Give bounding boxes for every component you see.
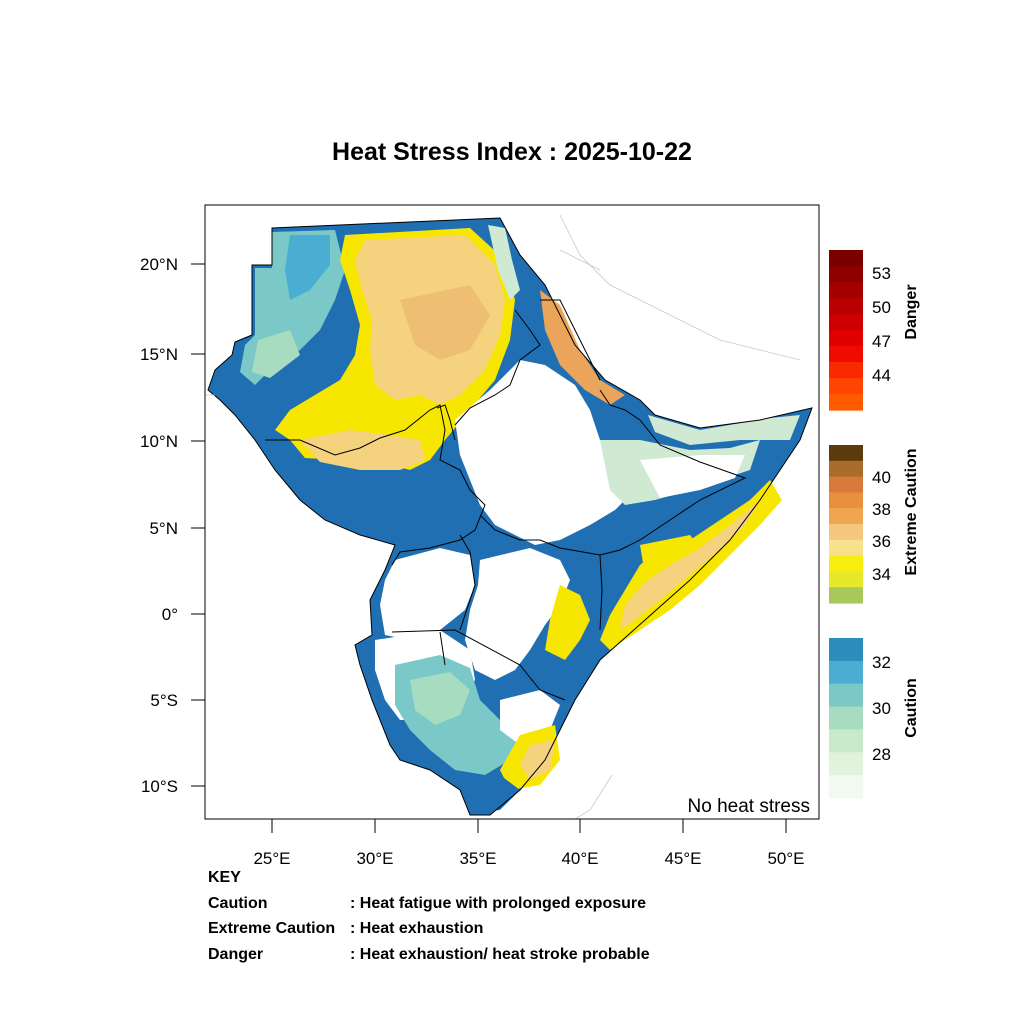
lon-tick-label: 35°E — [459, 849, 496, 868]
extreme-caution-swatch — [829, 460, 863, 478]
lat-tick-label: 5°S — [150, 691, 178, 710]
key-row-caution: Caution : Heat fatigue with prolonged exp… — [208, 894, 650, 920]
neighbor-coastlines — [205, 214, 801, 819]
danger-swatch — [829, 330, 863, 347]
extreme-caution-swatch — [829, 492, 863, 509]
caution-swatch — [829, 752, 863, 776]
lon-tick-label: 45°E — [664, 849, 701, 868]
extreme-caution-swatch — [829, 539, 863, 557]
danger-swatch — [829, 298, 863, 315]
lat-tick-marks — [191, 263, 205, 787]
extreme-tick-label: 40 — [872, 468, 891, 487]
danger-swatch — [829, 282, 863, 299]
key-panel: KEY Caution : Heat fatigue with prolonged… — [208, 868, 650, 970]
lat-tick-label: 10°S — [141, 777, 178, 796]
key-term: Caution — [208, 894, 268, 912]
danger-swatch — [829, 346, 863, 363]
lon-tick-marks — [271, 819, 787, 833]
extreme-caution-swatch — [829, 445, 863, 462]
danger-swatch — [829, 394, 863, 411]
map-plot-area — [205, 214, 813, 819]
danger-tick-label: 50 — [872, 298, 891, 317]
caution-swatch — [829, 638, 863, 662]
key-desc: : Heat exhaustion — [350, 920, 484, 937]
danger-swatch — [829, 362, 863, 379]
lat-tick-label: 15°N — [140, 345, 178, 364]
extreme-caution-swatch — [829, 571, 863, 588]
danger-tick-label: 53 — [872, 264, 891, 283]
caution-swatch — [829, 729, 863, 753]
extreme-caution-swatch — [829, 476, 863, 493]
legend-danger — [829, 250, 863, 411]
danger-swatch — [829, 314, 863, 331]
danger-swatch — [829, 250, 863, 267]
extreme-caution-swatch — [829, 587, 863, 604]
key-term: Danger — [208, 945, 264, 963]
lon-tick-label: 40°E — [561, 849, 598, 868]
caution-swatch — [829, 660, 863, 685]
danger-legend-title: Danger — [903, 284, 920, 339]
key-row-extreme-caution: Extreme Caution : Heat exhaustion — [208, 919, 650, 945]
lat-tick-label: 5°N — [149, 519, 178, 538]
danger-tick-label: 44 — [872, 366, 891, 385]
map-frame — [204, 204, 820, 820]
caution-tick-label: 30 — [872, 699, 891, 718]
lat-tick-label: 10°N — [140, 432, 178, 451]
caution-legend-title: Caution — [903, 678, 920, 738]
lat-tick-label: 0° — [162, 605, 178, 624]
extreme-legend-title: Extreme Caution — [903, 448, 920, 575]
key-row-danger: Danger : Heat exhaustion/ heat stroke pro… — [208, 945, 650, 971]
key-term: Extreme Caution — [208, 920, 336, 937]
extreme-tick-label: 38 — [872, 500, 891, 519]
caution-swatch — [829, 775, 863, 799]
caution-tick-label: 32 — [872, 653, 891, 672]
extreme-tick-label: 36 — [872, 532, 891, 551]
extreme-caution-swatch — [829, 555, 863, 572]
extreme-caution-swatch — [829, 508, 863, 525]
lon-tick-label: 30°E — [356, 849, 393, 868]
extreme-tick-label: 34 — [872, 565, 891, 584]
danger-tick-label: 47 — [872, 332, 891, 351]
legend-caution — [829, 638, 863, 799]
caution-swatch — [829, 706, 863, 731]
extreme-caution-swatch — [829, 524, 863, 541]
danger-swatch — [829, 266, 863, 283]
legend-extreme-caution — [829, 445, 863, 604]
caution-swatch — [829, 683, 863, 708]
key-desc: : Heat fatigue with prolonged exposure — [350, 894, 647, 912]
key-desc: : Heat exhaustion/ heat stroke probable — [350, 945, 650, 963]
danger-swatch — [829, 378, 863, 395]
lon-tick-label: 50°E — [767, 849, 804, 868]
key-heading: KEY — [208, 869, 241, 886]
country-borders — [207, 217, 813, 816]
no-heat-stress-label: No heat stress — [688, 796, 811, 817]
lat-tick-label: 20°N — [140, 255, 178, 274]
map-title: Heat Stress Index : 2025-10-22 — [332, 138, 692, 166]
caution-tick-label: 28 — [872, 745, 891, 764]
lon-tick-label: 25°E — [253, 849, 290, 868]
